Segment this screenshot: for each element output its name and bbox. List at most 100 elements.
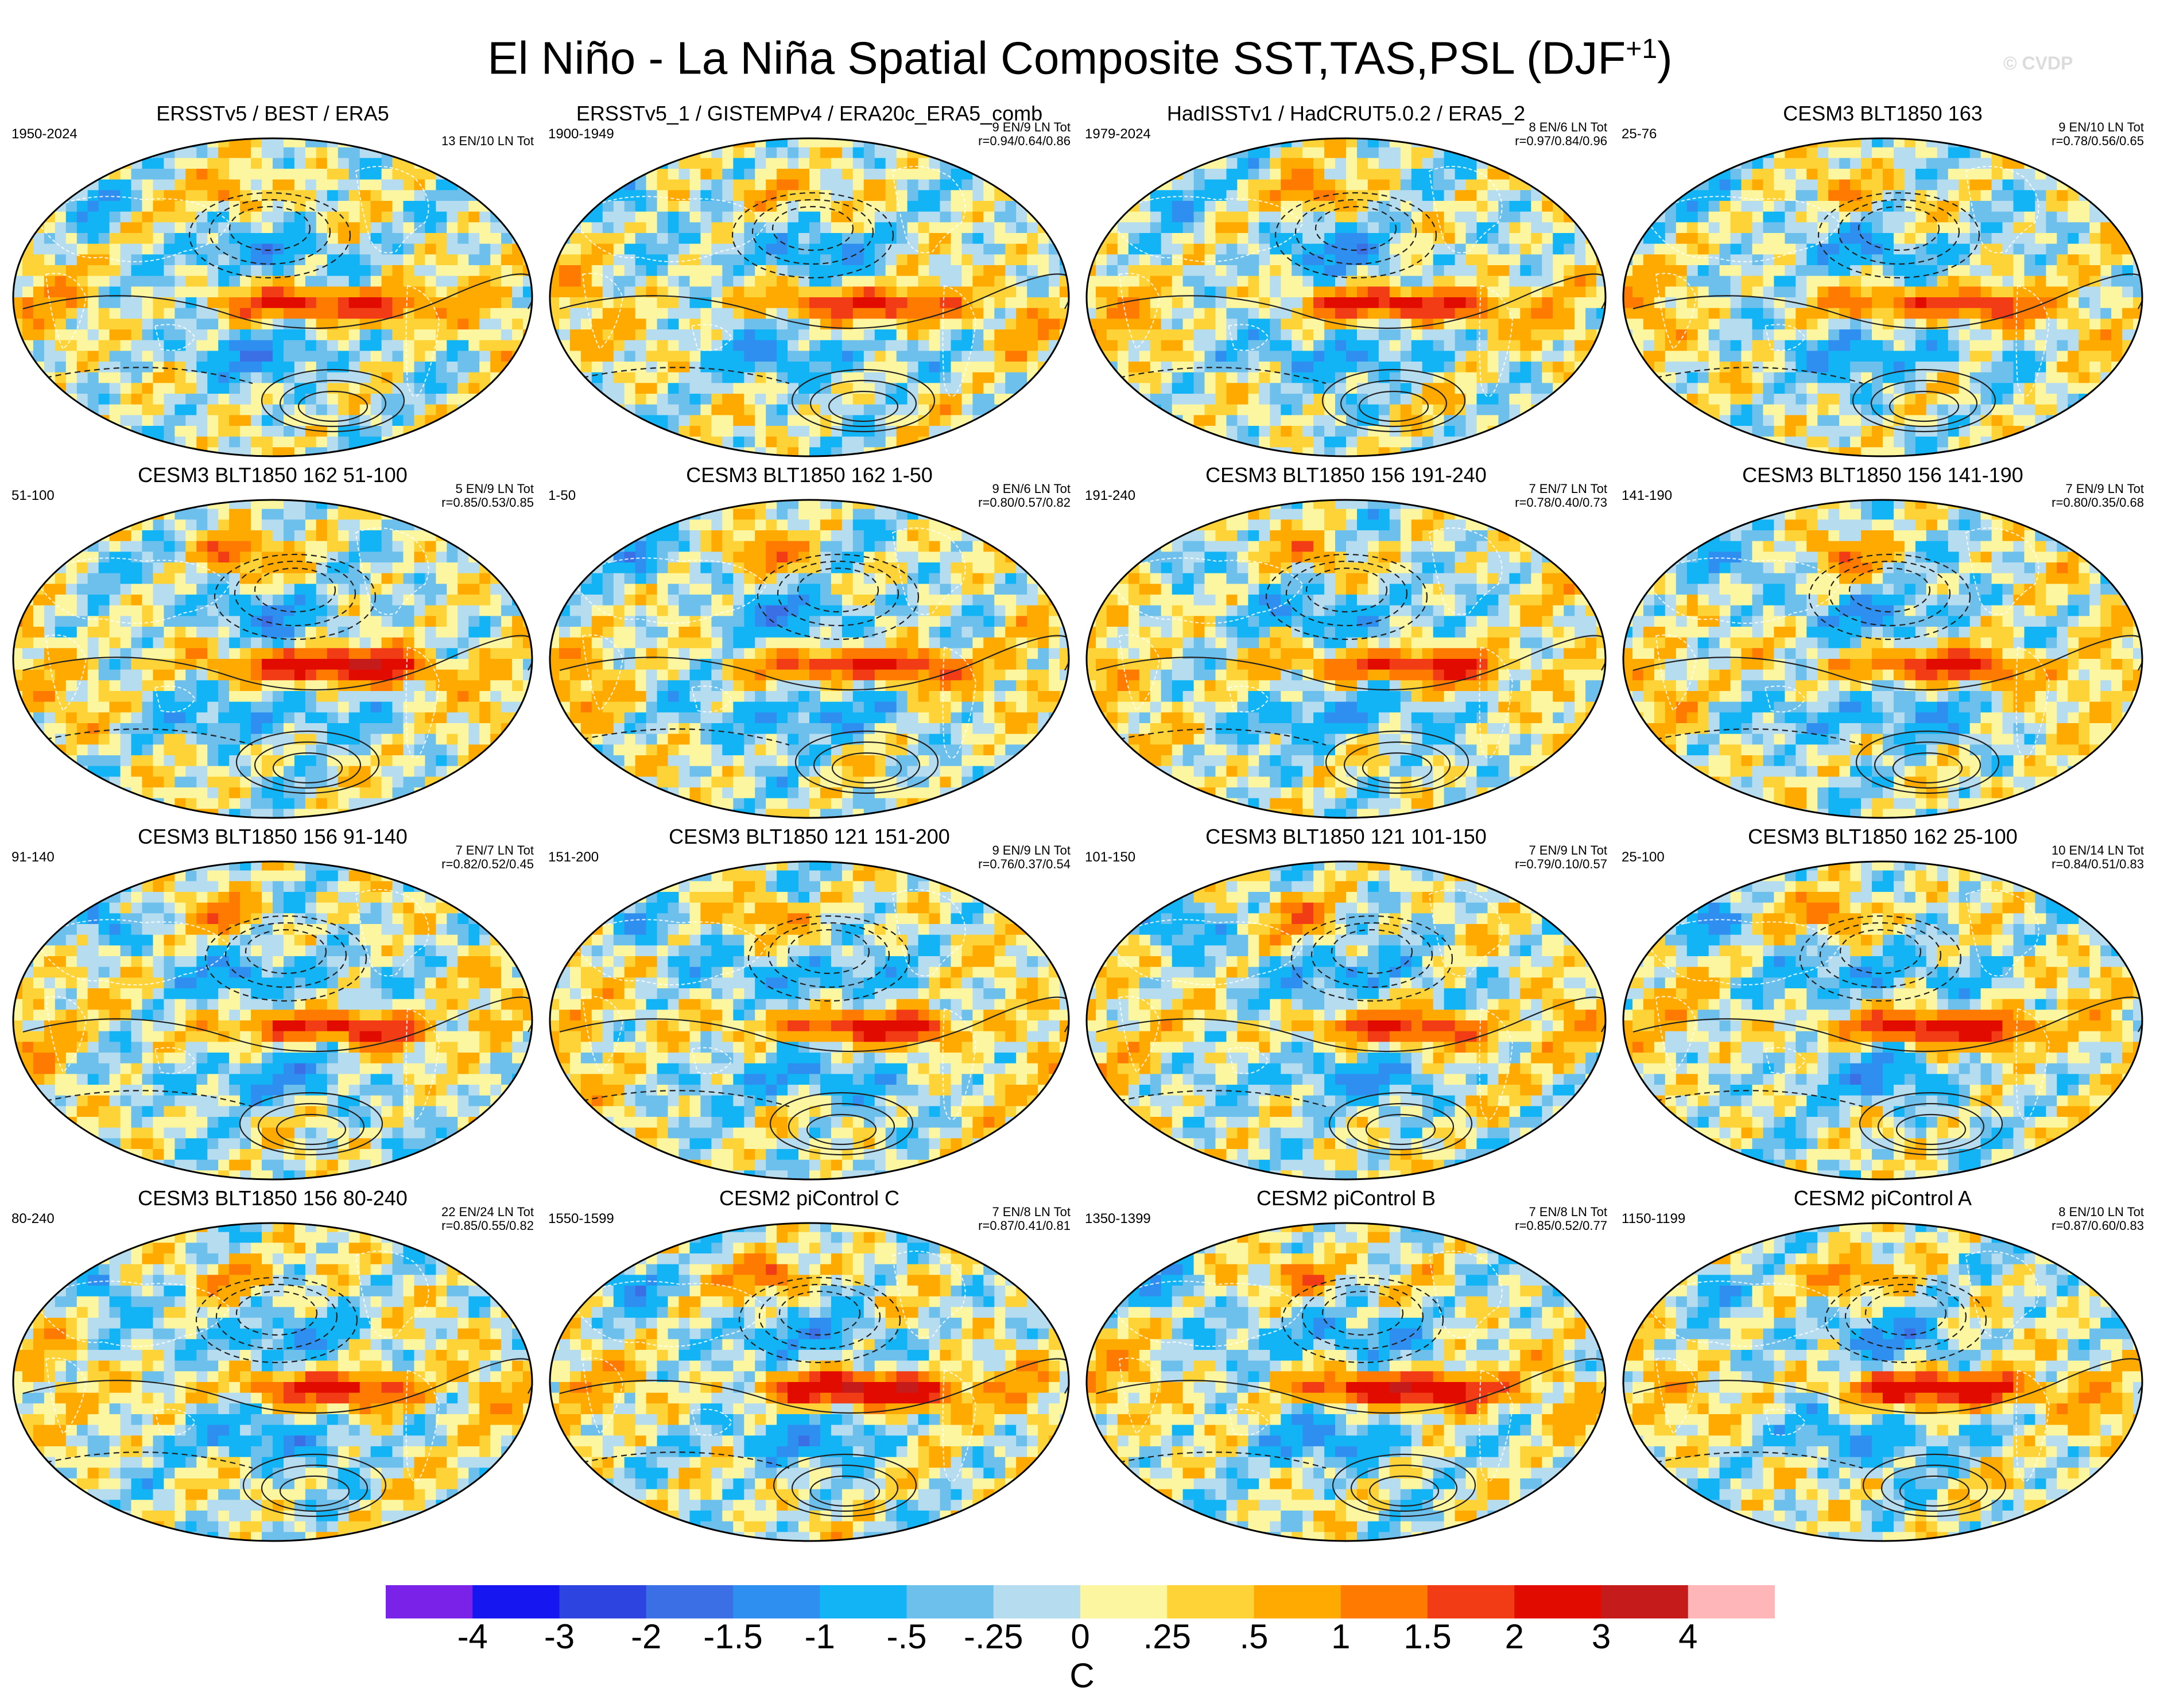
- field-cell: [338, 158, 350, 169]
- field-cell: [1444, 286, 1456, 298]
- field-cell: [196, 436, 208, 448]
- field-cell: [689, 201, 701, 212]
- field-cell: [1654, 254, 1666, 266]
- field-cell: [436, 254, 447, 266]
- field-cell: [1087, 222, 1096, 234]
- field-cell: [316, 329, 328, 341]
- field-cell: [1542, 319, 1553, 330]
- field-cell: [33, 372, 45, 383]
- field-cell: [961, 447, 973, 456]
- field-cell: [1676, 138, 1688, 148]
- field-cell: [831, 254, 843, 266]
- field-cell: [447, 362, 458, 373]
- field-cell: [1465, 394, 1478, 405]
- field-cell: [1259, 297, 1270, 309]
- field-cell: [1850, 169, 1862, 180]
- field-cell: [1455, 138, 1467, 148]
- field-cell: [1839, 201, 1851, 212]
- field-cell: [1509, 201, 1521, 212]
- field-cell: [1248, 447, 1259, 456]
- temperature-field: [550, 138, 1069, 456]
- field-cell: [700, 169, 712, 180]
- field-cell: [468, 362, 480, 373]
- field-cell: [1378, 233, 1390, 244]
- field-cell: [1270, 222, 1281, 234]
- field-cell: [1161, 169, 1173, 180]
- field-cell: [689, 243, 701, 255]
- field-cell: [1676, 265, 1688, 277]
- field-cell: [457, 243, 469, 255]
- field-cell: [174, 211, 186, 223]
- field-cell: [76, 394, 88, 405]
- field-cell: [1357, 362, 1368, 373]
- field-cell: [1292, 404, 1303, 416]
- field-cell: [120, 286, 132, 298]
- field-cell: [1883, 179, 1894, 191]
- field-cell: [1313, 190, 1325, 201]
- field-cell: [22, 222, 34, 234]
- field-cell: [273, 138, 284, 148]
- field-cell: [831, 340, 843, 351]
- field-cell: [436, 179, 447, 191]
- field-cell: [1292, 329, 1303, 341]
- field-cell: [1005, 436, 1017, 448]
- field-cell: [624, 275, 636, 287]
- field-cell: [874, 265, 886, 277]
- field-cell: [744, 426, 755, 437]
- field-cell: [1596, 372, 1606, 383]
- field-cell: [490, 351, 502, 362]
- field-cell: [403, 319, 415, 330]
- field-cell: [1455, 297, 1467, 309]
- field-cell: [777, 158, 788, 169]
- field-cell: [2111, 254, 2123, 266]
- field-cell: [76, 340, 88, 351]
- field-cell: [550, 190, 560, 201]
- field-cell: [831, 211, 843, 223]
- field-cell: [1049, 426, 1060, 437]
- field-cell: [512, 179, 523, 191]
- field-cell: [251, 147, 262, 158]
- field-cell: [994, 275, 1006, 287]
- field-cell: [1894, 179, 1905, 191]
- field-cell: [370, 275, 382, 287]
- field-cell: [479, 394, 491, 405]
- field-cell: [777, 436, 788, 448]
- field-cell: [174, 201, 186, 212]
- field-cell: [174, 351, 186, 362]
- field-cell: [863, 394, 875, 405]
- field-cell: [131, 319, 143, 330]
- field-cell: [87, 286, 99, 298]
- field-cell: [1719, 179, 1731, 191]
- field-cell: [874, 297, 886, 309]
- field-cell: [1226, 394, 1238, 405]
- field-cell: [1585, 138, 1597, 148]
- field-cell: [164, 169, 175, 180]
- field-cell: [273, 158, 284, 169]
- field-cell: [940, 233, 952, 244]
- field-cell: [646, 394, 658, 405]
- field-cell: [722, 265, 734, 277]
- field-cell: [142, 243, 154, 255]
- field-cell: [1585, 211, 1597, 223]
- field-cell: [1087, 211, 1096, 223]
- field-cell: [1697, 233, 1709, 244]
- field-cell: [896, 265, 908, 277]
- field-cell: [55, 275, 67, 287]
- field-cell: [55, 211, 67, 223]
- field-cell: [1564, 394, 1575, 405]
- field-cell: [1752, 222, 1764, 234]
- field-cell: [55, 179, 67, 191]
- field-cell: [1139, 404, 1151, 416]
- field-cell: [327, 297, 339, 309]
- field-cell: [1237, 329, 1248, 341]
- field-cell: [1106, 436, 1118, 448]
- field-cell: [700, 383, 712, 394]
- field-cell: [305, 372, 317, 383]
- field-cell: [1139, 362, 1151, 373]
- field-cell: [1367, 447, 1379, 456]
- field-cell: [1643, 138, 1655, 148]
- field-cell: [1665, 254, 1677, 266]
- field-cell: [76, 158, 88, 169]
- field-cell: [657, 436, 669, 448]
- field-cell: [196, 201, 208, 212]
